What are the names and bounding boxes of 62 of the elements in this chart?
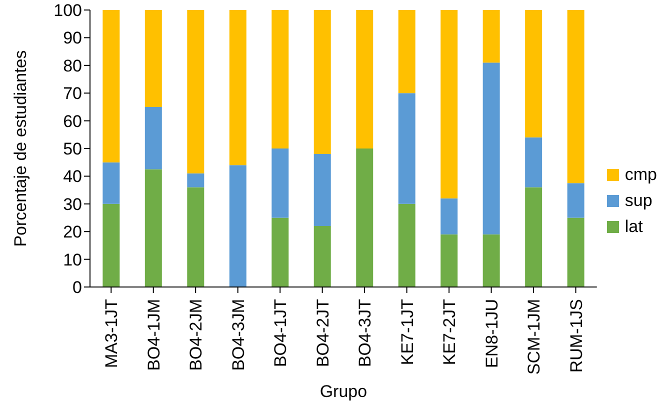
bar [482,234,500,287]
bar [187,187,204,287]
bar [398,10,416,94]
x-tick-label: BO4-3JM [228,299,248,371]
legend-label: cmp [624,165,657,185]
bar [356,10,374,148]
bar [187,173,204,188]
bar [356,148,374,287]
x-tick-label: BO4-2JT [313,299,332,368]
y-tick-label: 20 [63,222,82,242]
bar [102,204,120,287]
legend-label: sup [624,191,652,211]
x-axis-title: Grupo [320,382,368,401]
bar [440,198,458,234]
bar [440,234,458,287]
y-tick-label: 30 [63,194,82,214]
y-tick-label: 60 [63,112,82,131]
x-tick-label: BO4-2JM [186,299,206,371]
x-tick-label: KE7-1JT [398,299,417,366]
bar [482,62,500,234]
y-tick-label: 0 [72,278,82,298]
bar [272,148,289,218]
bar [229,10,246,166]
bar [314,226,331,287]
x-tick-label: MA3-1JT [102,299,122,368]
bar [314,154,331,226]
bar [144,169,162,287]
x-tick-label: SCM-1JM [524,299,544,375]
legend-label: lat [624,217,643,237]
bar [398,204,416,287]
x-tick-label: EN8-1JU [482,299,502,368]
bar [525,137,542,188]
bar [102,162,120,204]
bar [144,106,162,170]
bar [272,218,289,287]
y-axis-title: Porcentaje de estudiantes [11,50,30,247]
x-tick-label: BO4-1JT [271,299,290,368]
y-tick-label: 100 [54,1,82,20]
y-tick-label: 50 [63,140,82,159]
bar [567,183,584,218]
bar [440,10,458,198]
bar [567,218,584,287]
x-tick-label: RUM-1JS [566,299,586,373]
y-tick-label: 80 [63,56,82,76]
x-tick-label: BO4-1JM [144,299,164,371]
y-tick-label: 70 [63,84,82,104]
y-tick-label: 40 [63,167,82,186]
bar [102,10,120,162]
bar [482,10,500,63]
bar [525,10,542,138]
bar [398,93,416,204]
bar [229,165,246,287]
bar [525,187,542,287]
bar [272,10,289,148]
y-tick-label: 90 [63,28,82,48]
bar [144,10,162,107]
x-tick-label: KE7-2JT [440,299,460,366]
bar [567,10,584,184]
y-tick-label: 10 [63,250,82,270]
bar [314,10,331,154]
x-tick-label: BO4-3JT [356,299,375,368]
bar [187,10,204,174]
